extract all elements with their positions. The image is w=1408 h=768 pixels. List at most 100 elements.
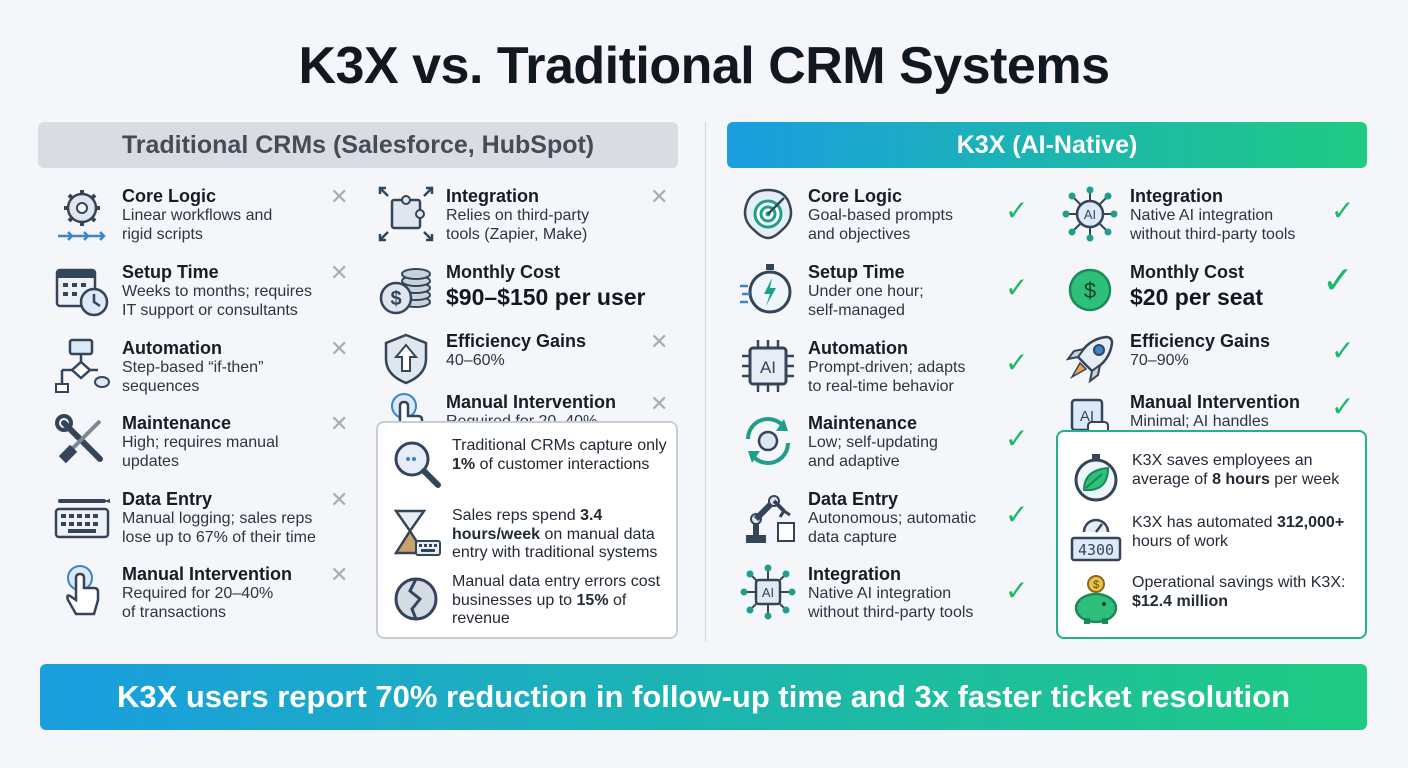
item-desc: Required for 20–40% of transactions bbox=[122, 585, 274, 621]
traditional-crm-header: Traditional CRMs (Salesforce, HubSpot) bbox=[38, 122, 678, 168]
traditional-stats-box: Traditional CRMs capture only 1% of cust… bbox=[376, 421, 678, 639]
item-desc: $90–$150 per user bbox=[446, 284, 646, 310]
hourglass-keyboard-icon bbox=[393, 509, 441, 556]
item-label: Monthly Cost bbox=[446, 262, 560, 282]
stat-text: Manual data entry errors cost businesses… bbox=[452, 573, 661, 627]
item-desc: Required for 20–40% bbox=[446, 413, 676, 421]
svg-text:AI: AI bbox=[1080, 408, 1094, 425]
check-mark-icon: ✓ bbox=[1005, 423, 1029, 454]
item-label: Efficiency Gains bbox=[1130, 331, 1271, 351]
item-desc: Weeks to months; requires IT support or … bbox=[122, 283, 313, 319]
item-label: Setup Time bbox=[808, 262, 905, 282]
item-desc: Autonomous; automatic data capture bbox=[808, 510, 977, 546]
item-label: Maintenance bbox=[122, 413, 232, 433]
calendar-clock-icon bbox=[55, 268, 109, 317]
stat-text: Sales reps spend 3.4 hours/week on manua… bbox=[452, 507, 658, 561]
magnifier-icon bbox=[394, 441, 441, 488]
item-label: Automation bbox=[122, 338, 222, 358]
item-label: Monthly Cost bbox=[1130, 262, 1244, 282]
item-label: Manual Intervention bbox=[1130, 392, 1301, 412]
item-desc: Minimal; AI handles bbox=[1130, 413, 1269, 430]
svg-text:AI: AI bbox=[760, 358, 776, 377]
item-desc: $20 per seat bbox=[1130, 284, 1263, 310]
hand-tap-icon bbox=[391, 393, 424, 421]
item-label: Setup Time bbox=[122, 262, 219, 282]
item-label: Core Logic bbox=[122, 186, 217, 206]
left-item-manual-intervention: Manual Intervention Required for 20–40% o… bbox=[54, 564, 354, 630]
hand-tap-icon bbox=[66, 565, 100, 616]
cross-mark-icon: ✕ bbox=[330, 260, 349, 285]
left-item-efficiency-gains: Efficiency Gains 40–60% bbox=[378, 331, 678, 397]
stat-text: Traditional CRMs capture only 1% of cust… bbox=[452, 437, 667, 473]
stopwatch-icon bbox=[740, 264, 792, 314]
left-item-setup-time: Setup Time Weeks to months; requires IT s… bbox=[54, 262, 354, 328]
check-mark-icon: ✓ bbox=[1005, 499, 1029, 530]
check-mark-icon: ✓ bbox=[1331, 335, 1355, 366]
wrench-screwdriver-icon bbox=[55, 414, 103, 464]
stat-text: K3X saves employees an average of 8 hour… bbox=[1132, 452, 1340, 488]
svg-text:$: $ bbox=[390, 288, 401, 310]
item-label: Integration bbox=[446, 186, 539, 206]
item-label: Manual Intervention bbox=[446, 392, 617, 412]
check-mark-icon: ✓ bbox=[1005, 195, 1029, 226]
check-mark-icon: ✓ bbox=[1322, 260, 1354, 302]
column-divider bbox=[705, 122, 706, 642]
right-item-data-entry: Data Entry Autonomous; automatic data cap… bbox=[740, 489, 1040, 555]
item-label: Data Entry bbox=[122, 489, 213, 509]
cross-mark-icon: ✕ bbox=[330, 184, 349, 209]
puzzle-icon bbox=[378, 186, 434, 242]
item-label: Manual Intervention bbox=[122, 564, 293, 584]
item-label: Automation bbox=[808, 338, 908, 358]
counter-readout: 4300 bbox=[1078, 541, 1114, 559]
stat-text: K3X has automated 312,000+ hours of work bbox=[1132, 514, 1345, 550]
item-desc: Native AI integration without third-part… bbox=[808, 585, 974, 621]
item-desc: Relies on third-party tools (Zapier, Mak… bbox=[446, 207, 590, 243]
check-mark-icon: ✓ bbox=[1005, 575, 1029, 606]
item-desc: Linear workflows and rigid scripts bbox=[122, 207, 273, 243]
left-item-monthly-cost: $ Monthly Cost $90–$150 per user bbox=[378, 262, 678, 328]
stat-text: Operational savings with K3X: $12.4 mill… bbox=[1132, 574, 1346, 610]
item-label: Integration bbox=[808, 564, 901, 584]
right-item-core-logic: Core Logic Goal-based prompts and objecti… bbox=[740, 186, 1040, 252]
svg-text:$: $ bbox=[1084, 278, 1096, 303]
shield-arrow-icon bbox=[384, 333, 428, 385]
item-desc: Step-based “if-then” sequences bbox=[122, 359, 264, 395]
svg-text:AI: AI bbox=[1084, 207, 1096, 222]
item-desc: Under one hour; self-managed bbox=[808, 283, 924, 319]
item-label: Maintenance bbox=[808, 413, 918, 433]
right-item-maintenance: Maintenance Low; self-updating and adapti… bbox=[740, 413, 1040, 479]
item-desc: High; requires manual updates bbox=[122, 434, 279, 470]
brain-target-icon bbox=[743, 188, 793, 240]
summary-banner: K3X users report 70% reduction in follow… bbox=[40, 664, 1367, 730]
ai-hand-icon: AI bbox=[1070, 398, 1109, 430]
robot-arm-icon bbox=[746, 495, 795, 543]
cross-mark-icon: ✕ bbox=[650, 184, 669, 209]
item-label: Integration bbox=[1130, 186, 1223, 206]
cross-mark-icon: ✕ bbox=[330, 411, 349, 436]
ai-chip-icon: AI bbox=[742, 340, 794, 392]
right-item-setup-time: Setup Time Under one hour; self-managed bbox=[740, 262, 1040, 328]
cross-mark-icon: ✕ bbox=[330, 487, 349, 512]
rocket-icon bbox=[1065, 335, 1114, 384]
item-label: Data Entry bbox=[808, 489, 899, 509]
item-desc: Low; self-updating and adaptive bbox=[808, 434, 938, 470]
left-item-data-entry: Data Entry Manual logging; sales reps los… bbox=[54, 489, 354, 555]
item-desc: Goal-based prompts and objectives bbox=[808, 207, 953, 243]
check-mark-icon: ✓ bbox=[1331, 391, 1355, 422]
k3x-stats-box: K3X saves employees an average of 8 hour… bbox=[1056, 430, 1367, 639]
left-item-maintenance: Maintenance High; requires manual updates bbox=[54, 413, 354, 479]
left-item-integration: Integration Relies on third-party tools (… bbox=[378, 186, 678, 252]
cross-mark-icon: ✕ bbox=[650, 391, 669, 416]
left-item-automation: Automation Step-based “if-then” sequences bbox=[54, 338, 354, 404]
svg-text:$: $ bbox=[1093, 579, 1099, 591]
gear-workflow-icon bbox=[58, 190, 106, 241]
right-item-integration-2: AI Integration Native AI integration with… bbox=[1062, 186, 1362, 252]
coins-icon: $ bbox=[379, 268, 431, 315]
cross-mark-icon: ✕ bbox=[650, 329, 669, 354]
right-item-monthly-cost: $ Monthly Cost $20 per seat bbox=[1062, 262, 1362, 328]
piggy-bank-icon: $ bbox=[1074, 575, 1118, 624]
right-item-automation: AI Automation Prompt-driven; adapts to re… bbox=[740, 338, 1040, 404]
right-item-manual-intervention-partial: AI Manual Intervention Minimal; AI handle… bbox=[1062, 388, 1362, 430]
item-desc: 40–60% bbox=[446, 352, 505, 369]
